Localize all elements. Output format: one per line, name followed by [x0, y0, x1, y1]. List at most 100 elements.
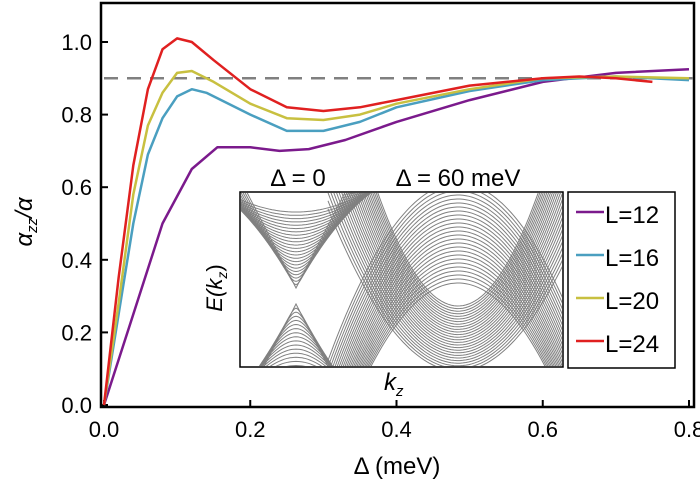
- conduction-band: [241, 193, 352, 279]
- conduction-band: [349, 230, 562, 366]
- y-tick-label: 0.8: [61, 103, 92, 128]
- conduction-band: [370, 282, 546, 366]
- x-tick-label: 0.6: [527, 417, 558, 442]
- valence-band: [216, 390, 376, 420]
- series-line-l-12: [102, 67, 690, 406]
- inset-title-left: Δ = 0: [270, 165, 325, 192]
- valence-band: [259, 323, 333, 366]
- conduction-band: [358, 250, 558, 366]
- conduction-band: [241, 193, 372, 230]
- valence-band: [361, 193, 555, 330]
- conduction-band: [346, 222, 562, 366]
- conduction-band: [241, 193, 371, 236]
- valence-band: [375, 193, 541, 310]
- valence-band: [363, 193, 553, 328]
- inset-x-label: kz: [384, 369, 404, 400]
- legend-label: L=12: [605, 202, 659, 229]
- legend-label: L=20: [605, 288, 659, 315]
- valence-band: [327, 193, 562, 366]
- legend-label: L=16: [605, 245, 659, 272]
- inset-title-right: Δ = 60 meV: [396, 165, 521, 192]
- conduction-band: [354, 242, 562, 366]
- valence-band: [275, 360, 317, 366]
- valence-band: [352, 193, 562, 341]
- conduction-band: [359, 254, 557, 366]
- conduction-band: [368, 278, 547, 366]
- conduction-band: [241, 193, 371, 220]
- valence-band: [261, 344, 331, 366]
- valence-band: [260, 340, 332, 366]
- valence-band: [330, 193, 562, 364]
- conduction-band: [361, 258, 555, 366]
- valence-band: [259, 319, 333, 366]
- valence-band: [366, 193, 550, 323]
- valence-band: [372, 193, 544, 315]
- valence-band: [348, 193, 562, 346]
- conduction-band: [365, 270, 551, 366]
- inset-band-structure: [216, 191, 564, 420]
- valence-band: [261, 311, 331, 366]
- valence-band: [359, 193, 557, 333]
- conduction-band: [362, 262, 554, 366]
- valence-band: [343, 193, 562, 351]
- legend-label: L=24: [605, 331, 659, 358]
- series-line-l-16: [102, 75, 690, 406]
- valence-band: [263, 302, 329, 366]
- valence-band: [263, 348, 329, 366]
- valence-band: [365, 193, 551, 325]
- valence-band: [377, 193, 539, 307]
- valence-band: [216, 378, 376, 418]
- x-tick-label: 0.2: [235, 417, 266, 442]
- x-tick-label: 0.0: [89, 417, 120, 442]
- series-line-l-20: [102, 69, 690, 406]
- valence-band: [216, 374, 376, 418]
- valence-band: [269, 356, 323, 366]
- y-tick-label: 0.6: [61, 175, 92, 200]
- conduction-band: [332, 194, 562, 366]
- valence-band: [357, 193, 559, 336]
- valence-band: [286, 364, 306, 366]
- valence-band: [327, 200, 562, 366]
- series-line-l-24: [102, 37, 653, 406]
- inset-y-label: E(kz): [202, 264, 230, 311]
- valence-band: [262, 307, 330, 366]
- legend: L=12 L=16 L=20 L=24: [567, 191, 676, 369]
- conduction-band: [340, 210, 562, 366]
- conduction-band: [342, 214, 562, 366]
- valence-band: [368, 193, 548, 320]
- conduction-band: [351, 234, 562, 366]
- valence-band: [327, 208, 562, 366]
- conduction-band: [244, 193, 348, 286]
- x-tick-label: 0.8: [674, 417, 700, 442]
- valence-band: [258, 328, 334, 366]
- y-tick-label: 0.4: [61, 248, 92, 273]
- conduction-band: [327, 193, 562, 366]
- valence-band: [216, 370, 376, 419]
- valence-band: [346, 193, 562, 349]
- valence-band: [260, 315, 332, 366]
- conduction-band: [356, 246, 560, 366]
- conduction-band: [348, 226, 562, 366]
- conduction-band: [242, 193, 350, 282]
- valence-band: [265, 352, 327, 366]
- plot-area: 0.0 0.2 0.4 0.6 0.8 0.0 0.2 0.4 0.6 0.8 1.0: [61, 1, 700, 442]
- conduction-band: [241, 193, 370, 216]
- conduction-band: [246, 193, 346, 290]
- conduction-band: [367, 274, 549, 366]
- conduction-band: [241, 193, 371, 233]
- y-tick-label: 1.0: [61, 30, 92, 55]
- conduction-band: [330, 193, 562, 366]
- valence-band: [370, 193, 546, 317]
- conduction-band: [327, 193, 562, 361]
- conduction-band: [364, 266, 552, 366]
- y-tick-label: 0.2: [61, 320, 92, 345]
- y-axis-label: αzz/α: [11, 196, 41, 246]
- valence-band: [216, 386, 376, 419]
- valence-band: [216, 382, 376, 419]
- x-axis-label: Δ (meV): [354, 453, 441, 480]
- legend-frame: [567, 191, 676, 369]
- valence-band: [259, 332, 333, 366]
- valence-band: [350, 193, 562, 343]
- conduction-band: [353, 238, 562, 366]
